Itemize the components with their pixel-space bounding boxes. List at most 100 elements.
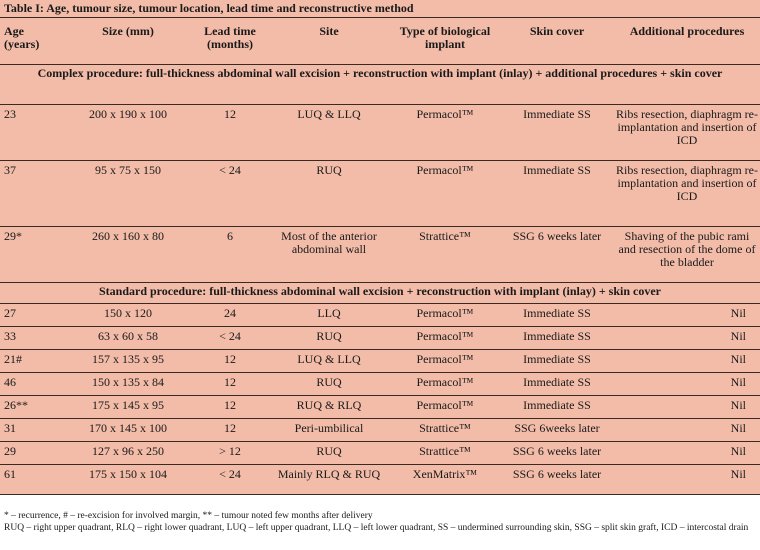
cell-site: Mainly RLQ & RUQ <box>277 466 381 481</box>
table-row: 23 200 x 190 x 100 12 LUQ & LLQ Permacol… <box>0 104 760 160</box>
cell-site: Most of the anterior abdominal wall <box>281 228 377 256</box>
data-table: Age (years) Size (mm) Lead time (months)… <box>0 18 760 495</box>
cell-skin: Immediate SS <box>523 397 591 412</box>
table-row: 29* 260 x 160 x 80 6 Most of the anterio… <box>0 226 760 282</box>
cell-age: 31 <box>4 420 16 435</box>
cell-age: 29 <box>4 443 16 458</box>
cell-size: 175 x 150 x 104 <box>89 466 167 481</box>
cell-size: 63 x 60 x 58 <box>98 328 158 343</box>
cell-size: 200 x 190 x 100 <box>89 106 167 121</box>
header-implant: Type of biological implant <box>399 24 491 51</box>
cell-additional: Ribs resection, diaphragm re-implantatio… <box>616 106 758 147</box>
table-row: 61 175 x 150 x 104 < 24 Mainly RLQ & RUQ… <box>0 464 760 494</box>
footnote-symbols: * – recurrence, # – re-excision for invo… <box>4 511 373 521</box>
cell-additional: Nil <box>730 397 746 412</box>
cell-implant: Permacol™ <box>416 305 474 320</box>
cell-skin: Immediate SS <box>523 351 591 366</box>
data-table-container: Table I: Age, tumour size, tumour locati… <box>0 0 760 495</box>
cell-additional: Nil <box>730 328 746 343</box>
cell-additional: Nil <box>730 305 746 320</box>
cell-lead: < 24 <box>219 328 241 343</box>
cell-site: Peri-umbilical <box>294 420 364 435</box>
cell-size: 170 x 145 x 100 <box>89 420 167 435</box>
cell-implant: Permacol™ <box>416 328 474 343</box>
cell-skin: Immediate SS <box>523 328 591 343</box>
cell-size: 150 x 135 x 84 <box>92 374 164 389</box>
cell-size: 150 x 120 <box>104 305 152 320</box>
table-row: 31 170 x 145 x 100 12 Peri-umbilical Str… <box>0 418 760 441</box>
cell-lead: 6 <box>227 228 233 243</box>
cell-size: 95 x 75 x 150 <box>95 162 161 177</box>
cell-implant: Permacol™ <box>416 351 474 366</box>
cell-size: 260 x 160 x 80 <box>92 228 164 243</box>
cell-age: 29* <box>4 228 22 243</box>
cell-lead: 12 <box>224 374 236 389</box>
cell-size: 127 x 96 x 250 <box>92 443 164 458</box>
cell-lead: < 24 <box>219 466 241 481</box>
cell-implant: Permacol™ <box>416 106 474 121</box>
table-row: 46 150 x 135 x 84 12 RUQ Permacol™ Immed… <box>0 372 760 395</box>
table-row: 37 95 x 75 x 150 < 24 RUQ Permacol™ Imme… <box>0 160 760 226</box>
cell-skin: SSG 6weeks later <box>514 420 600 435</box>
header-lead-time: Lead time (months) <box>204 24 256 51</box>
cell-age: 23 <box>4 106 16 121</box>
cell-lead: > 12 <box>219 443 241 458</box>
section-row-standard: Standard procedure: full-thickness abdom… <box>0 282 760 303</box>
table-row: 33 63 x 60 x 58 < 24 RUQ Permacol™ Immed… <box>0 326 760 349</box>
cell-age: 46 <box>4 374 16 389</box>
table-footnotes: * – recurrence, # – re-excision for invo… <box>4 510 756 534</box>
cell-site: RUQ <box>316 374 342 389</box>
cell-site: RUQ <box>316 443 342 458</box>
cell-lead: 12 <box>224 397 236 412</box>
footnote-abbreviations: RUQ – right upper quadrant, RLQ – right … <box>4 523 749 533</box>
cell-implant: Permacol™ <box>416 374 474 389</box>
table-caption: Table I: Age, tumour size, tumour locati… <box>0 0 760 18</box>
section-row-complex: Complex procedure: full-thickness abdomi… <box>0 64 760 104</box>
cell-skin: SSG 6 weeks later <box>512 443 602 458</box>
cell-implant: Permacol™ <box>416 162 474 177</box>
cell-additional: Shaving of the pubic rami and resection … <box>618 228 756 269</box>
header-size: Size (mm) <box>102 24 154 38</box>
cell-implant: XenMatrix™ <box>412 466 478 481</box>
cell-skin: SSG 6 weeks later <box>512 466 602 481</box>
cell-additional: Ribs resection, diaphragm re-implantatio… <box>616 162 758 203</box>
header-additional: Additional procedures <box>629 24 745 38</box>
table-row: 27 150 x 120 24 LLQ Permacol™ Immediate … <box>0 303 760 326</box>
header-row: Age (years) Size (mm) Lead time (months)… <box>0 18 760 64</box>
cell-site: RUQ <box>316 162 342 177</box>
cell-age: 26** <box>4 397 28 412</box>
cell-size: 175 x 145 x 95 <box>92 397 164 412</box>
cell-lead: < 24 <box>219 162 241 177</box>
table-row: 26** 175 x 145 x 95 12 RUQ & RLQ Permaco… <box>0 395 760 418</box>
cell-size: 157 x 135 x 95 <box>92 351 164 366</box>
cell-lead: 12 <box>224 106 236 121</box>
cell-lead: 12 <box>224 420 236 435</box>
cell-age: 61 <box>4 466 16 481</box>
cell-age: 27 <box>4 305 16 320</box>
cell-implant: Strattice™ <box>419 420 471 435</box>
cell-age: 33 <box>4 328 16 343</box>
cell-additional: Nil <box>730 443 746 458</box>
cell-skin: Immediate SS <box>523 162 591 177</box>
cell-site: LUQ & LLQ <box>297 106 361 121</box>
cell-site: LLQ <box>317 305 341 320</box>
section-title-complex: Complex procedure: full-thickness abdomi… <box>37 65 723 80</box>
cell-additional: Nil <box>730 420 746 435</box>
cell-skin: SSG 6 weeks later <box>512 228 602 243</box>
cell-additional: Nil <box>730 374 746 389</box>
cell-skin: Immediate SS <box>523 305 591 320</box>
cell-skin: Immediate SS <box>523 374 591 389</box>
cell-additional: Nil <box>730 351 746 366</box>
cell-implant: Permacol™ <box>416 397 474 412</box>
cell-site: LUQ & LLQ <box>297 351 361 366</box>
section-title-standard: Standard procedure: full-thickness abdom… <box>98 283 662 298</box>
cell-age: 37 <box>4 162 16 177</box>
cell-age: 21# <box>4 351 22 366</box>
table-row: 29 127 x 96 x 250 > 12 RUQ Strattice™ SS… <box>0 441 760 464</box>
cell-lead: 12 <box>224 351 236 366</box>
header-skin-cover: Skin cover <box>529 24 585 38</box>
table-row: 21# 157 x 135 x 95 12 LUQ & LLQ Permacol… <box>0 349 760 372</box>
cell-additional: Nil <box>730 466 746 481</box>
cell-lead: 24 <box>224 305 236 320</box>
